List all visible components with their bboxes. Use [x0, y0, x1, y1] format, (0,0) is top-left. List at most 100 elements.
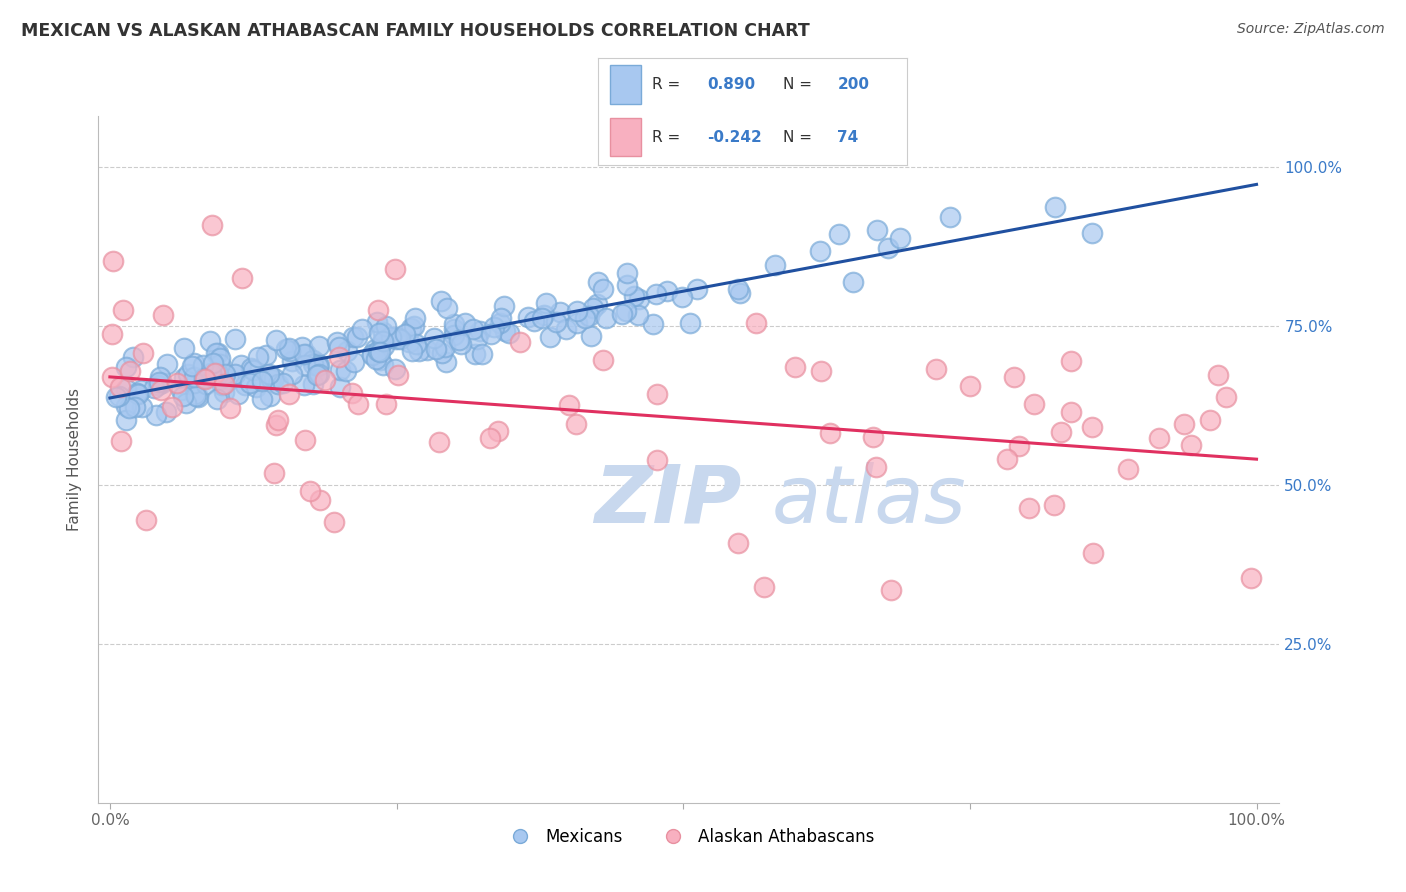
Point [364, 342, 387, 356]
Point [808, 244, 831, 259]
Point [727, 536, 749, 550]
Point [263, 370, 285, 384]
Point [614, 303, 637, 318]
Point [329, 362, 352, 376]
Point [149, 370, 172, 384]
Point [610, 308, 633, 322]
Text: ZIP: ZIP [595, 461, 742, 540]
Point [544, 315, 567, 329]
Point [118, 364, 141, 378]
Point [578, 309, 600, 323]
Point [368, 352, 391, 367]
Point [1080, 226, 1102, 240]
Point [124, 401, 146, 415]
Point [267, 413, 290, 427]
Point [489, 311, 512, 326]
Point [281, 367, 304, 381]
Point [101, 327, 124, 342]
Point [242, 363, 264, 377]
Point [862, 430, 884, 444]
Point [565, 417, 588, 431]
Point [728, 285, 751, 300]
Bar [610, 65, 641, 104]
Point [224, 332, 246, 346]
Text: atlas: atlas [772, 461, 966, 540]
Point [105, 390, 128, 404]
Point [166, 376, 188, 391]
Point [398, 335, 420, 350]
Point [449, 333, 471, 347]
Point [308, 339, 330, 353]
Point [250, 374, 273, 388]
Point [1199, 413, 1222, 427]
Point [453, 317, 475, 331]
Point [489, 316, 512, 330]
Point [183, 356, 205, 370]
Point [160, 400, 183, 414]
Point [644, 286, 666, 301]
Point [361, 348, 384, 362]
Point [548, 305, 571, 319]
Point [877, 241, 900, 255]
Point [207, 367, 229, 381]
Point [498, 326, 520, 341]
Point [494, 324, 516, 338]
Point [592, 282, 614, 296]
Point [415, 343, 437, 358]
Point [373, 339, 395, 353]
Point [889, 231, 911, 245]
Point [443, 327, 465, 342]
Point [1240, 571, 1263, 585]
Point [152, 308, 174, 322]
Point [595, 310, 617, 325]
Point [108, 380, 131, 394]
Point [423, 331, 446, 345]
Point [294, 347, 316, 361]
Point [112, 303, 135, 318]
Legend: Mexicans, Alaskan Athabascans: Mexicans, Alaskan Athabascans [498, 822, 880, 853]
Point [461, 321, 484, 335]
Point [384, 332, 406, 346]
Point [828, 227, 851, 242]
Point [405, 337, 427, 351]
Point [231, 270, 253, 285]
Point [370, 345, 392, 359]
Point [194, 371, 217, 385]
Point [671, 290, 693, 304]
Point [585, 296, 607, 310]
Point [291, 340, 314, 354]
Point [616, 266, 638, 280]
Point [308, 359, 330, 373]
Point [132, 346, 155, 360]
Point [1060, 354, 1083, 368]
Point [592, 353, 614, 368]
Point [387, 368, 409, 382]
Point [115, 359, 138, 374]
Point [278, 342, 301, 356]
Point [866, 223, 889, 237]
Point [186, 388, 208, 402]
Point [202, 356, 225, 370]
Point [1002, 370, 1025, 384]
Point [145, 408, 167, 422]
Point [492, 299, 515, 313]
Point [436, 301, 458, 316]
Point [1060, 404, 1083, 418]
Point [150, 376, 173, 391]
Point [233, 377, 256, 392]
Point [1180, 438, 1202, 452]
Point [150, 383, 173, 397]
Point [366, 352, 388, 367]
Point [678, 316, 700, 330]
Point [201, 218, 224, 232]
Point [148, 376, 170, 390]
Point [557, 398, 579, 412]
Point [211, 378, 233, 392]
Point [177, 367, 200, 381]
Point [328, 351, 350, 365]
Point [174, 396, 197, 410]
Point [314, 373, 336, 387]
Point [292, 377, 315, 392]
Point [263, 466, 285, 480]
Point [346, 330, 368, 344]
